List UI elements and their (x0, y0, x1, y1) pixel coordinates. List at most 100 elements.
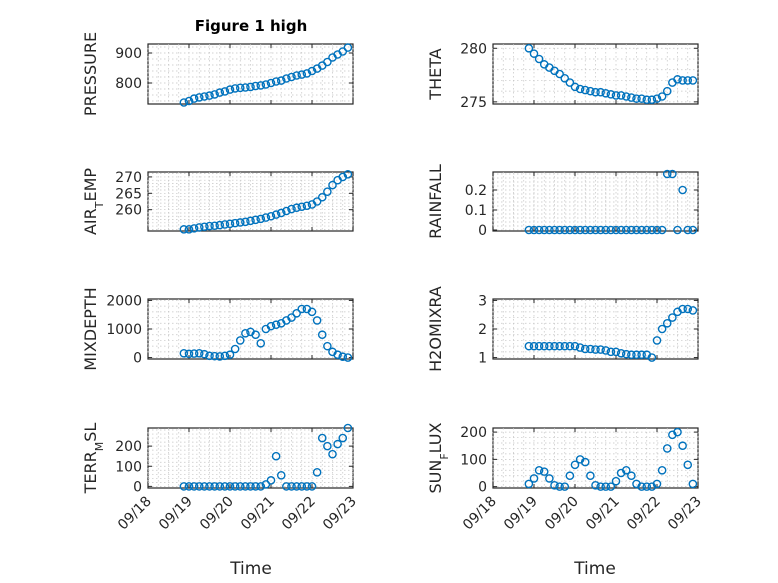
data-point (194, 482, 204, 491)
data-point (647, 95, 657, 105)
plot-area (147, 43, 354, 105)
data-point (575, 225, 585, 235)
data-point (271, 77, 281, 86)
data-point (256, 482, 266, 491)
x-axis-label-right: Time (573, 559, 616, 579)
data-point (271, 451, 281, 461)
data-point (256, 81, 266, 90)
data-point (338, 352, 348, 362)
data-point (539, 225, 549, 235)
data-point (328, 180, 337, 190)
data-point (647, 353, 657, 362)
subplot-8: 0 100 200 09/18 09/19 09/20 09/21 09/22 09/23 SUN… (426, 422, 705, 533)
data-point (550, 225, 559, 235)
data-point (637, 482, 646, 491)
x-tick-label: 09/20 (542, 494, 582, 534)
data-point (575, 84, 585, 94)
data-point (312, 467, 322, 477)
data-point (580, 85, 590, 95)
data-point (333, 350, 342, 360)
data-point (312, 197, 322, 206)
data-point (179, 348, 189, 358)
data-point (205, 91, 214, 100)
y-tick-label: 0 (478, 480, 487, 496)
data-point (271, 320, 281, 330)
data-point (256, 214, 266, 224)
data-point (200, 482, 209, 491)
y-axis-label: AIRTEMP (81, 168, 106, 235)
grid (492, 172, 699, 231)
data-point (210, 90, 219, 99)
data-point (637, 225, 646, 235)
series-points (524, 43, 698, 105)
data-point (621, 465, 631, 475)
data-point (241, 217, 250, 227)
data-point (225, 482, 235, 491)
data-point (261, 480, 271, 489)
data-point (302, 482, 312, 491)
x-tick-label: 09/18 (115, 494, 155, 534)
data-point (524, 43, 534, 53)
y-tick-label: 800 (115, 76, 142, 92)
data-point (179, 98, 189, 107)
series-points (179, 304, 353, 362)
y-tick-label: 900 (115, 46, 142, 62)
data-point (184, 349, 194, 359)
data-point (637, 94, 646, 103)
data-point (591, 480, 600, 490)
x-tick-label: 09/21 (583, 494, 623, 534)
data-point (632, 94, 641, 103)
data-point (560, 225, 570, 235)
data-point (662, 169, 672, 179)
data-point (266, 78, 276, 88)
data-point (215, 482, 225, 491)
data-point (282, 74, 291, 83)
x-axis-label-left: Time (229, 559, 272, 579)
y-axis-label: THETA (426, 48, 445, 100)
data-point (276, 471, 286, 480)
data-point (282, 206, 291, 216)
data-point (220, 87, 230, 96)
series-points (524, 169, 698, 235)
x-tick-label: 09/21 (238, 494, 278, 534)
data-point (662, 86, 672, 96)
data-point (580, 344, 590, 354)
data-point (534, 465, 544, 475)
data-point (678, 185, 687, 195)
plot-area (492, 427, 699, 489)
data-point (565, 225, 575, 235)
data-point (652, 336, 662, 345)
data-point (220, 220, 230, 229)
data-point (297, 70, 307, 79)
data-point (256, 338, 266, 348)
data-point (266, 476, 276, 485)
data-point (292, 203, 301, 213)
data-point (534, 341, 544, 351)
data-point (596, 482, 605, 491)
y-axis-label: TERRMSL (81, 423, 106, 495)
data-point (565, 78, 575, 87)
data-point (596, 87, 605, 97)
y-tick-label: 280 (460, 41, 487, 57)
data-point (529, 341, 539, 351)
data-point (317, 192, 327, 202)
data-point (302, 69, 312, 78)
grid (147, 172, 354, 231)
data-point (627, 225, 636, 235)
data-point (241, 328, 250, 338)
data-point (586, 344, 595, 354)
y-tick-label: 0 (478, 223, 487, 239)
data-point (261, 80, 271, 89)
data-point (683, 304, 693, 314)
data-point (524, 479, 534, 489)
series-points (179, 423, 353, 491)
data-point (642, 225, 652, 235)
data-point (616, 225, 626, 235)
data-point (246, 216, 255, 226)
data-point (297, 202, 307, 212)
data-point (230, 344, 240, 354)
data-point (662, 318, 672, 328)
data-point (596, 225, 605, 235)
data-point (200, 349, 209, 359)
